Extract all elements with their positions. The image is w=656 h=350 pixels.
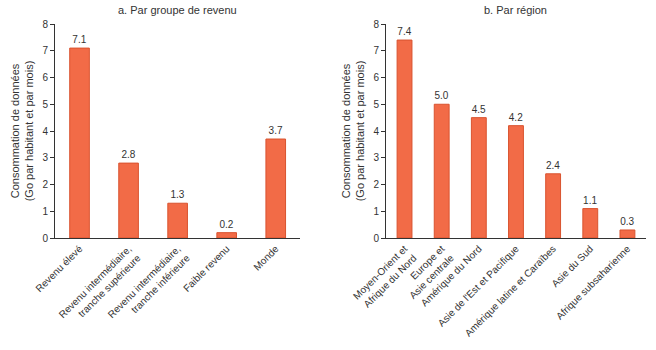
svg-text:a. Par groupe de revenu: a. Par groupe de revenu <box>118 4 237 16</box>
svg-text:Monde: Monde <box>251 243 281 273</box>
svg-text:Consommation de données(Go par: Consommation de données(Go par habitant … <box>9 61 35 202</box>
svg-text:1: 1 <box>373 206 379 217</box>
svg-text:0: 0 <box>373 233 379 244</box>
svg-text:2: 2 <box>373 179 379 190</box>
svg-text:Amérique du Nord: Amérique du Nord <box>419 243 484 308</box>
svg-text:7.4: 7.4 <box>397 26 411 37</box>
svg-text:3: 3 <box>42 152 48 163</box>
svg-text:Afrique subsaharienne: Afrique subsaharienne <box>554 243 633 322</box>
svg-text:Amérique latine et Caraïbes: Amérique latine et Caraïbes <box>463 243 558 338</box>
svg-text:7: 7 <box>373 45 379 56</box>
svg-text:7: 7 <box>42 45 48 56</box>
svg-text:Consommation de données(Go par: Consommation de données(Go par habitant … <box>340 61 366 202</box>
svg-text:1.1: 1.1 <box>583 195 597 206</box>
svg-text:3.7: 3.7 <box>269 125 283 136</box>
svg-text:6: 6 <box>42 72 48 83</box>
svg-text:8: 8 <box>373 19 379 30</box>
svg-text:4: 4 <box>373 126 379 137</box>
svg-text:3: 3 <box>373 152 379 163</box>
svg-text:b. Par région: b. Par région <box>484 4 547 16</box>
svg-text:0: 0 <box>42 233 48 244</box>
svg-text:4.5: 4.5 <box>472 104 486 115</box>
svg-text:Revenu intermédiaire,tranche i: Revenu intermédiaire,tranche inférieure <box>106 243 192 329</box>
svg-text:Europe etAsie centrale: Europe etAsie centrale <box>398 243 456 301</box>
svg-text:Revenu élevé: Revenu élevé <box>33 243 84 294</box>
svg-text:4.2: 4.2 <box>509 112 523 123</box>
svg-text:2.8: 2.8 <box>121 149 135 160</box>
svg-text:Revenu intermédiaire,tranche s: Revenu intermédiaire,tranche supérieure <box>57 243 143 329</box>
svg-text:5.0: 5.0 <box>435 90 449 101</box>
svg-text:1.3: 1.3 <box>170 189 184 200</box>
svg-text:0.3: 0.3 <box>620 216 634 227</box>
svg-text:Faible revenu: Faible revenu <box>181 243 232 294</box>
svg-text:5: 5 <box>373 99 379 110</box>
svg-text:4: 4 <box>42 126 48 137</box>
svg-text:1: 1 <box>42 206 48 217</box>
svg-text:7.1: 7.1 <box>72 34 86 45</box>
svg-text:0.2: 0.2 <box>220 219 234 230</box>
svg-text:Moyen-Orient etAfrique du Nord: Moyen-Orient etAfrique du Nord <box>351 243 419 311</box>
svg-text:2.4: 2.4 <box>546 160 560 171</box>
svg-text:Asie du Sud: Asie du Sud <box>549 243 595 289</box>
svg-text:2: 2 <box>42 179 48 190</box>
svg-text:Asie de l'Est et Pacifique: Asie de l'Est et Pacifique <box>436 243 522 329</box>
svg-text:6: 6 <box>373 72 379 83</box>
svg-text:5: 5 <box>42 99 48 110</box>
svg-text:8: 8 <box>42 19 48 30</box>
